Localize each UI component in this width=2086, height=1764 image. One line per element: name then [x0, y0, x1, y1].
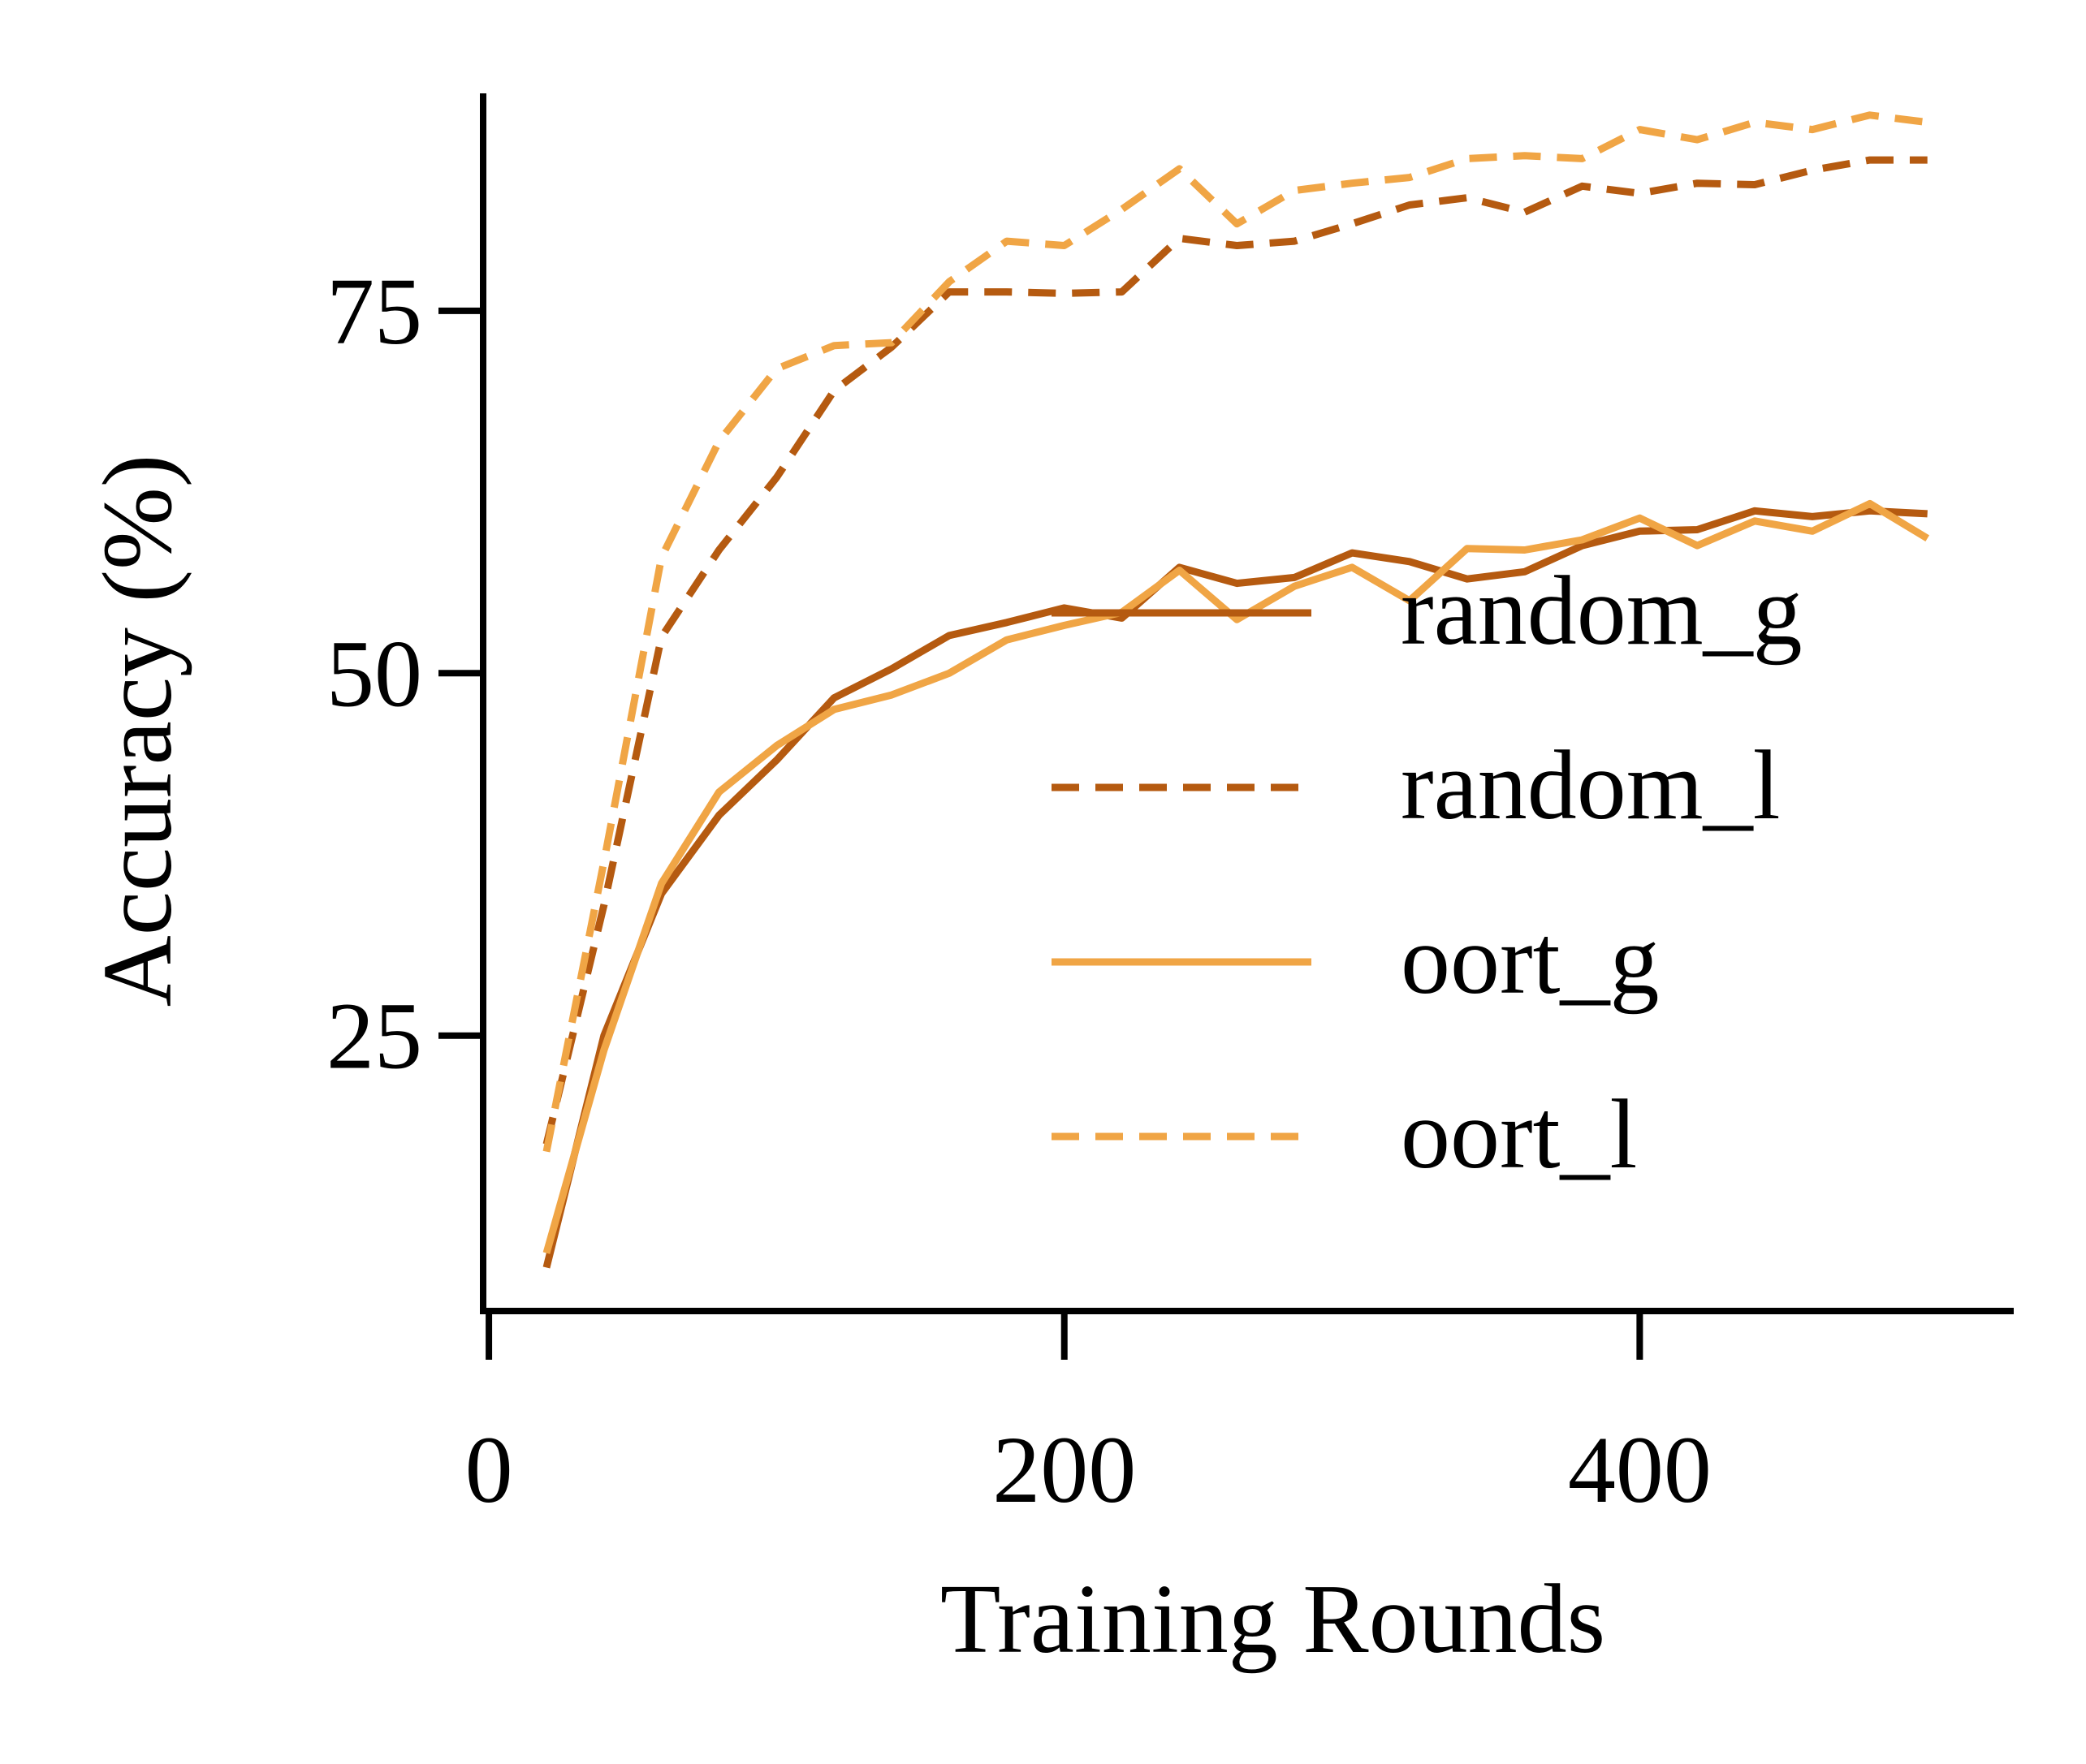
- axes: 0 200 400 25 50 75: [326, 93, 2014, 1523]
- y-tick-label-1: 50: [326, 620, 422, 727]
- x-ticks: 0 200 400: [465, 1311, 1712, 1523]
- legend-label-random-l: random_l: [1401, 731, 1781, 840]
- plot-series: [542, 111, 1930, 1269]
- x-tick-label-2: 400: [1568, 1417, 1712, 1523]
- series-line-oort-l: [542, 111, 1928, 1153]
- y-axis-title: Accuracy (%): [83, 455, 192, 1007]
- y-tick-label-2: 75: [326, 258, 422, 364]
- y-tick-label-0: 25: [326, 983, 422, 1089]
- series-line-random-l: [542, 156, 1928, 1145]
- y-ticks: 25 50 75: [326, 258, 483, 1089]
- x-axis-title: Training Rounds: [940, 1564, 1605, 1674]
- legend-label-oort-g: oort_g: [1401, 905, 1660, 1015]
- series-line-random-g: [542, 507, 1928, 1269]
- series-line-oort-g: [542, 499, 1930, 1254]
- legend: random_g random_l oort_g oort_l: [1052, 556, 1803, 1189]
- legend-label-random-g: random_g: [1401, 556, 1803, 666]
- legend-label-oort-l: oort_l: [1401, 1080, 1637, 1189]
- x-tick-label-1: 200: [992, 1417, 1136, 1523]
- x-tick-label-0: 0: [465, 1417, 513, 1523]
